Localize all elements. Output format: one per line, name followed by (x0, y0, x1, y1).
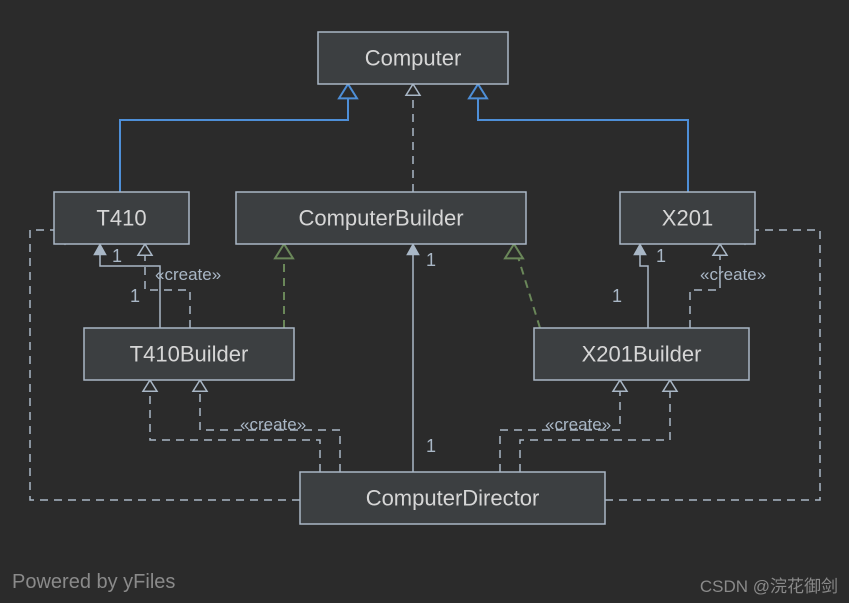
uml-diagram: Computer T410 ComputerBuilder X201 T410Build… (0, 0, 849, 603)
node-x201Builder: X201Builder (534, 328, 749, 380)
node-computer: Computer (318, 32, 508, 84)
mult: 1 (130, 286, 140, 306)
mult: 1 (426, 250, 436, 270)
stereotype: «create» (240, 415, 306, 434)
mult: 1 (426, 436, 436, 456)
stereotype: «create» (545, 415, 611, 434)
edge-x201b-create-x201 (690, 244, 720, 328)
svg-text:T410Builder: T410Builder (130, 342, 249, 367)
mult: 1 (656, 246, 666, 266)
svg-text:T410: T410 (96, 206, 146, 231)
node-t410Builder: T410Builder (84, 328, 294, 380)
stereotype: «create» (155, 265, 221, 284)
svg-text:X201Builder: X201Builder (582, 342, 702, 367)
footer-right: CSDN @浣花御剑 (700, 577, 838, 596)
svg-text:Computer: Computer (365, 46, 462, 71)
svg-text:ComputerDirector: ComputerDirector (366, 486, 540, 511)
edge-x201b-agg-x201 (640, 244, 648, 328)
node-x201: X201 (620, 192, 755, 244)
svg-text:ComputerBuilder: ComputerBuilder (298, 206, 463, 231)
edge-x201-gen-computer (478, 84, 688, 192)
mult: 1 (112, 246, 122, 266)
svg-text:X201: X201 (662, 206, 713, 231)
footer-left: Powered by yFiles (12, 571, 175, 593)
edges-layer (30, 84, 820, 500)
edge-t410-gen-computer (120, 84, 348, 192)
mult: 1 (612, 286, 622, 306)
node-computerBuilder: ComputerBuilder (236, 192, 526, 244)
stereotype: «create» (700, 265, 766, 284)
node-t410: T410 (54, 192, 189, 244)
edge-t410b-create-t410 (145, 244, 190, 328)
node-computerDirector: ComputerDirector (300, 472, 605, 524)
